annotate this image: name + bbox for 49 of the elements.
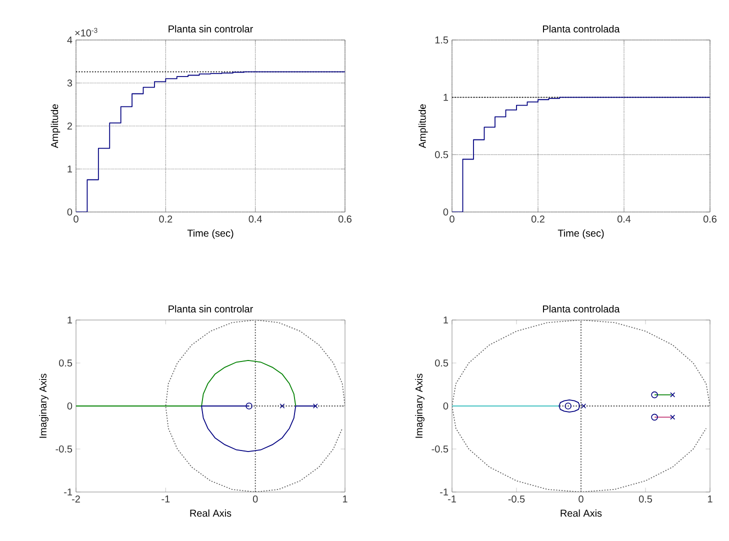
y-tick-label: 1	[444, 316, 448, 324]
y-tick-label: -1	[64, 488, 72, 496]
y-tick-label: -0.5	[56, 445, 72, 453]
x-axis-title: Real Axis	[190, 509, 232, 517]
x-axis-title: Time (sec)	[558, 229, 604, 239]
chart-title: Planta controlada	[543, 305, 620, 312]
y-tick-label: -1	[440, 488, 448, 496]
y-tick-label: 0	[67, 402, 72, 410]
y-axis-title: Amplitude	[50, 104, 60, 148]
y-tick-label: 4	[67, 36, 72, 44]
x-tick-label: 0.6	[703, 216, 716, 223]
x-tick-label: 0	[74, 216, 78, 223]
x-tick-label: 0	[252, 496, 258, 503]
y-tick-label: 0.5	[435, 359, 448, 367]
y-tick-label: -0.5	[432, 445, 448, 453]
y-tick-label: 1	[68, 316, 72, 324]
y-tick-label: 2	[67, 122, 72, 130]
y-tick-label: 0	[443, 402, 448, 410]
x-tick-label: -2	[72, 496, 80, 502]
chart-title: Planta sin controlar	[168, 305, 253, 312]
y-tick-label: 0.5	[59, 359, 72, 367]
y-tick-label: 1.5	[435, 36, 448, 44]
y-tick-label: 0.5	[435, 151, 448, 158]
y-tick-label: 0	[443, 208, 448, 216]
x-tick-label: 0.4	[248, 216, 262, 223]
x-tick-label: 0.2	[159, 216, 172, 223]
chart-title: Planta controlada	[543, 25, 620, 32]
y-tick-label: 0	[67, 208, 72, 216]
x-axis-title: Time (sec)	[187, 229, 234, 239]
x-axis-title: Real Axis	[560, 509, 602, 517]
x-tick-label: 0	[450, 216, 454, 223]
y-tick-label: 3	[67, 79, 72, 87]
x-tick-label: 1	[343, 496, 348, 502]
x-tick-label: 0.2	[531, 216, 544, 223]
x-tick-label: 0.5	[638, 496, 652, 503]
text: ×10$^{-3}$	[75, 28, 98, 36]
x-tick-label: -0.5	[508, 496, 525, 503]
x-tick-label: 0.6	[338, 216, 352, 223]
y-axis-title: Imaginary Axis	[415, 374, 424, 438]
y-tick-label: 1	[444, 94, 448, 101]
y-axis-title: Amplitude	[418, 104, 428, 148]
x-tick-label: 0.4	[617, 216, 631, 223]
x-tick-label: 0	[578, 496, 584, 503]
x-tick-label: -1	[162, 496, 170, 502]
chart-title: Planta sin controlar	[168, 25, 253, 32]
y-axis-title: Imaginary Axis	[39, 374, 48, 438]
y-tick-label: 1	[68, 166, 72, 172]
x-tick-label: -1	[448, 496, 456, 502]
x-tick-label: 1	[708, 496, 712, 502]
